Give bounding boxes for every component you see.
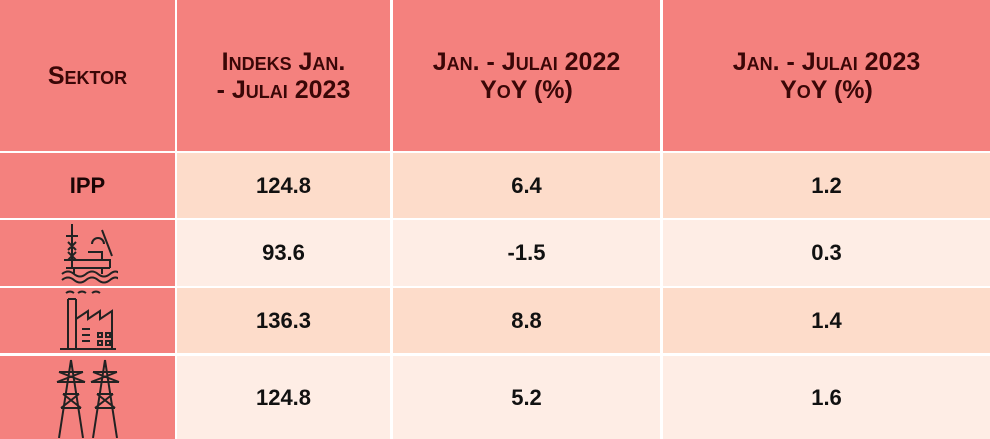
sector-icon	[59, 290, 116, 350]
value-cell: 136.3	[177, 288, 390, 353]
value-cell: 8.8	[393, 288, 660, 353]
value-cell: 124.8	[177, 356, 390, 439]
value-cell: 1.2	[663, 153, 990, 218]
value-cell: 1.4	[663, 288, 990, 353]
value-cell: 93.6	[177, 220, 390, 286]
header-cell: Indeks Jan. - Julai 2023	[177, 0, 390, 151]
sector-icon	[60, 224, 118, 284]
header-text: YoY (%)	[780, 75, 873, 104]
header-text: YoY (%)	[480, 75, 573, 104]
value-cell: 124.8	[177, 153, 390, 218]
header-cell: Sektor	[0, 0, 175, 151]
sector-cell: IPP	[0, 153, 175, 218]
header-text: Jan. - Julai 2023	[732, 47, 921, 76]
header-cell: Jan. - Julai 2023 YoY (%)	[663, 0, 990, 151]
value-cell: 0.3	[663, 220, 990, 286]
header-text: Jan. - Julai 2022	[432, 47, 621, 76]
sector-cell	[0, 356, 175, 439]
header-text: Sektor	[47, 61, 128, 90]
sector-cell	[0, 288, 175, 353]
value-cell: -1.5	[393, 220, 660, 286]
header-cell: Jan. - Julai 2022 YoY (%)	[393, 0, 660, 151]
value-cell: 6.4	[393, 153, 660, 218]
sector-cell	[0, 220, 175, 286]
value-cell: 1.6	[663, 356, 990, 439]
header-text: - Julai 2023	[216, 75, 351, 104]
sector-icon	[56, 359, 119, 438]
value-cell: 5.2	[393, 356, 660, 439]
header-text: Indeks Jan.	[221, 47, 346, 76]
